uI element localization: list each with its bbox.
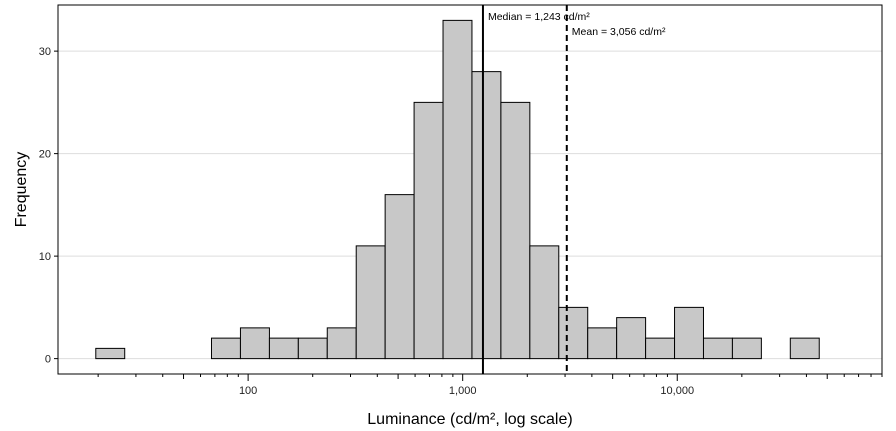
histogram-bar-22 (731, 337, 762, 360)
histogram-bar-24 (789, 337, 820, 360)
histogram-bar-9 (355, 245, 386, 360)
histogram-bar-8 (326, 327, 357, 360)
histogram-bar-17 (587, 327, 618, 360)
histogram-bar-10 (384, 194, 415, 360)
histogram-bar-20 (674, 306, 704, 360)
y-axis-title: Frequency (13, 152, 30, 228)
histogram-bar-15 (529, 245, 560, 360)
histogram-bar-12 (442, 19, 473, 360)
histogram-bar-14 (500, 101, 531, 360)
histogram-bar-19 (645, 337, 676, 360)
histogram-bar-16 (558, 306, 589, 360)
histogram-bar-4 (210, 337, 241, 360)
histogram-bar-13 (471, 71, 502, 360)
histogram-bar-6 (268, 337, 299, 360)
histogram-bars (95, 19, 820, 360)
y-tick-label-1: 10 (39, 251, 51, 263)
reference-lines: Median = 1,243 cd/m² Mean = 3,056 cd/m² (481, 5, 666, 374)
mean-label: Mean = 3,056 cd/m² (572, 26, 666, 38)
y-tick-label-2: 20 (39, 149, 51, 161)
histogram-bar-18 (616, 317, 647, 360)
x-tick-label-0: 100 (239, 385, 257, 397)
histogram-bar-0 (95, 347, 126, 360)
plot-frame (57, 4, 883, 375)
y-tick-label-3: 30 (39, 46, 51, 58)
axes: 0 10 20 30 100 1,000 10,000 (39, 46, 883, 397)
x-axis-title: Luminance (cd/m², log scale) (367, 411, 572, 428)
histogram-bar-11 (413, 101, 444, 360)
histogram-bar-7 (297, 337, 328, 360)
histogram-bar-5 (239, 327, 270, 360)
y-tick-label-0: 0 (45, 354, 51, 366)
histogram-bar-21 (702, 337, 733, 360)
median-label: Median = 1,243 cd/m² (488, 11, 590, 23)
x-tick-label-2: 10,000 (660, 385, 694, 397)
x-tick-label-1: 1,000 (449, 385, 477, 397)
